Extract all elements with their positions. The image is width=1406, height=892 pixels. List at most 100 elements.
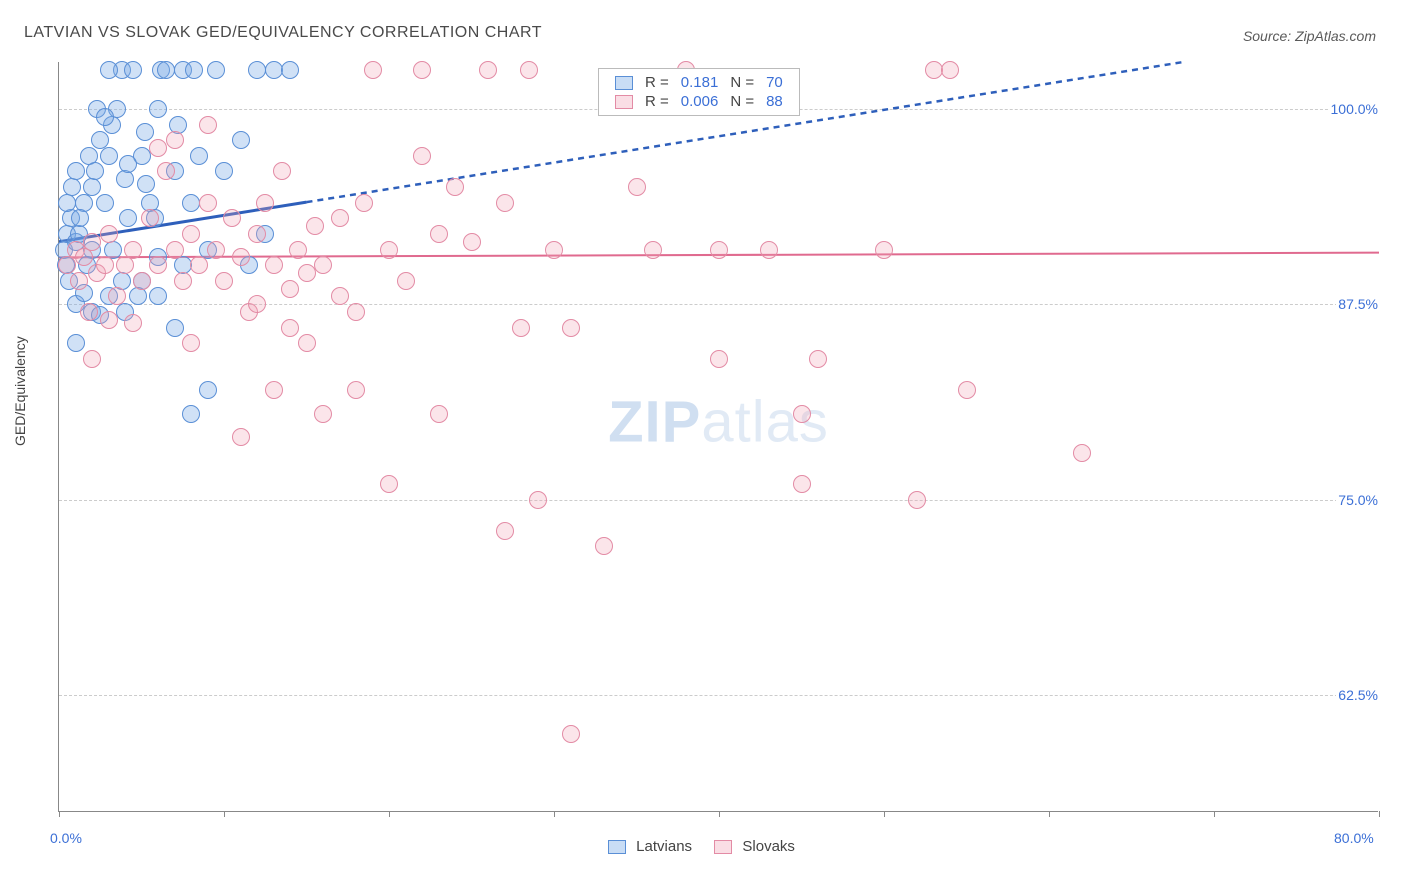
data-point [96, 194, 114, 212]
swatch-blue [615, 76, 633, 90]
data-point [355, 194, 373, 212]
data-point [83, 350, 101, 368]
data-point [100, 225, 118, 243]
data-point [496, 194, 514, 212]
data-point [119, 155, 137, 173]
data-point [207, 61, 225, 79]
swatch-pink [615, 95, 633, 109]
data-point [223, 209, 241, 227]
data-point [1073, 444, 1091, 462]
data-point [958, 381, 976, 399]
x-tick [1379, 811, 1380, 817]
data-point [314, 256, 332, 274]
data-point [281, 280, 299, 298]
data-point [80, 303, 98, 321]
data-point [129, 287, 147, 305]
correlation-legend: R = 0.181 N = 70 R = 0.006 N = 88 [598, 68, 800, 116]
data-point [298, 264, 316, 282]
data-point [430, 405, 448, 423]
data-point [96, 256, 114, 274]
trend-lines [59, 62, 1379, 812]
data-point [248, 295, 266, 313]
data-point [628, 178, 646, 196]
data-point [430, 225, 448, 243]
data-point [116, 256, 134, 274]
data-point [124, 61, 142, 79]
data-point [265, 61, 283, 79]
data-point [413, 147, 431, 165]
data-point [248, 225, 266, 243]
data-point [70, 272, 88, 290]
legend-label-latvians: Latvians [636, 838, 692, 855]
series-legend: Latvians Slovaks [590, 838, 795, 855]
data-point [413, 61, 431, 79]
data-point [190, 256, 208, 274]
data-point [908, 491, 926, 509]
data-point [331, 287, 349, 305]
data-point [136, 123, 154, 141]
data-point [248, 61, 266, 79]
data-point [265, 381, 283, 399]
data-point [256, 194, 274, 212]
data-point [166, 241, 184, 259]
data-point [157, 162, 175, 180]
data-point [83, 178, 101, 196]
data-point [141, 209, 159, 227]
data-point [83, 233, 101, 251]
data-point [199, 116, 217, 134]
data-point [199, 381, 217, 399]
data-point [760, 241, 778, 259]
data-point [100, 311, 118, 329]
data-point [100, 147, 118, 165]
data-point [545, 241, 563, 259]
data-point [232, 248, 250, 266]
swatch-blue [608, 840, 626, 854]
data-point [380, 475, 398, 493]
data-point [149, 287, 167, 305]
data-point [174, 272, 192, 290]
data-point [58, 256, 76, 274]
data-point [347, 381, 365, 399]
x-axis-min-label: 0.0% [50, 830, 82, 846]
data-point [941, 61, 959, 79]
data-point [710, 350, 728, 368]
data-point [265, 256, 283, 274]
data-point [463, 233, 481, 251]
data-point [182, 225, 200, 243]
data-point [331, 209, 349, 227]
data-point [232, 428, 250, 446]
data-point [595, 537, 613, 555]
data-point [100, 61, 118, 79]
data-point [232, 131, 250, 149]
data-point [124, 314, 142, 332]
data-point [149, 100, 167, 118]
data-point [562, 319, 580, 337]
data-point [108, 287, 126, 305]
legend-row-slovaks: R = 0.006 N = 88 [609, 92, 789, 111]
data-point [96, 108, 114, 126]
data-point [75, 248, 93, 266]
data-point [710, 241, 728, 259]
data-point [793, 405, 811, 423]
x-axis-max-label: 80.0% [1334, 830, 1374, 846]
data-point [298, 334, 316, 352]
data-point [58, 194, 76, 212]
data-point [446, 178, 464, 196]
data-point [215, 162, 233, 180]
data-point [137, 175, 155, 193]
source-label: Source: ZipAtlas.com [1243, 28, 1376, 44]
data-point [67, 162, 85, 180]
data-point [925, 61, 943, 79]
data-point [190, 147, 208, 165]
data-point [124, 241, 142, 259]
data-point [281, 319, 299, 337]
data-point [182, 334, 200, 352]
data-point [496, 522, 514, 540]
data-point [281, 61, 299, 79]
data-point [67, 334, 85, 352]
data-point [133, 272, 151, 290]
plot-area: ZIPatlas 62.5%75.0%87.5%100.0% [58, 62, 1378, 812]
data-point [644, 241, 662, 259]
data-point [182, 405, 200, 423]
data-point [875, 241, 893, 259]
